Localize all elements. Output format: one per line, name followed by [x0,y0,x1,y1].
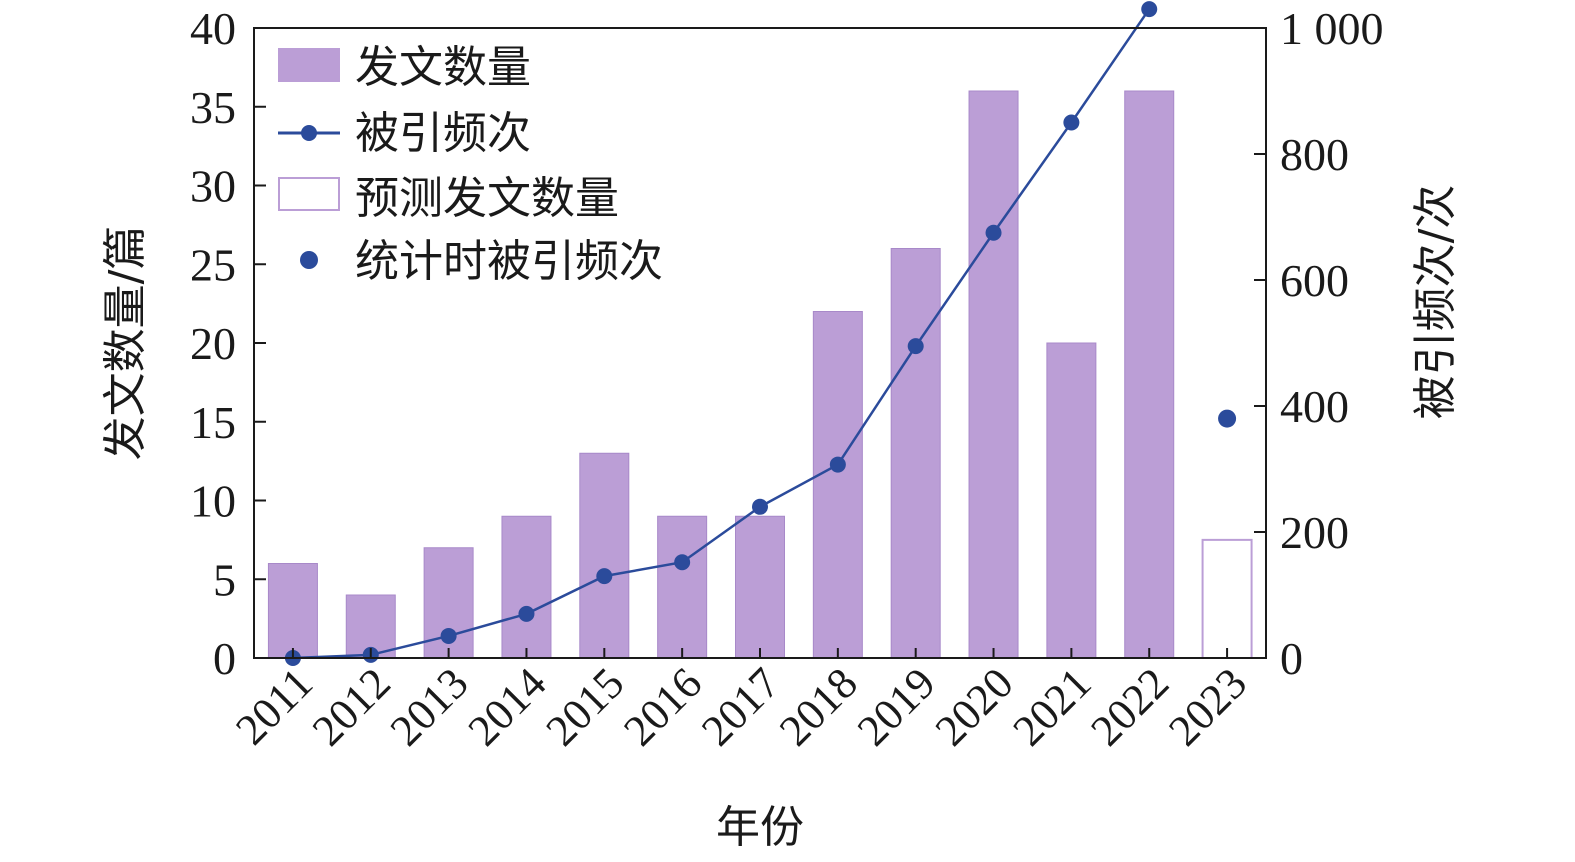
y2-tick-label: 1 000 [1280,3,1384,54]
x-axis-label: 年份 [716,802,804,853]
x-tick-label: 2021 [1004,658,1101,755]
x-tick-label: 2023 [1159,658,1256,755]
x-tick-label: 2017 [692,658,789,755]
bar-2022 [1124,90,1175,659]
citation-point-2020 [985,224,1002,241]
bar-2019 [890,248,941,659]
y-tick-label: 35 [190,82,236,133]
citation-line [292,8,1151,660]
legend: 发文数量 被引频次 预测发文数量 统计时被引频次 [278,42,663,287]
citation-point-2019 [907,338,924,355]
x-tick-label: 2022 [1081,658,1178,755]
legend-label-forecast: 预测发文数量 [355,173,619,224]
bars-layer [267,90,1175,659]
legend-swatch-point [300,251,318,269]
y2-tick-label: 0 [1280,633,1303,684]
bar-2014 [501,515,552,659]
citation-point-2021 [1063,114,1080,131]
y2-tick-label: 600 [1280,255,1349,306]
y-axis-label: 发文数量/篇 [100,226,151,461]
bar-2011 [267,563,318,659]
bar-2018 [812,311,863,659]
y2-tick-label: 400 [1280,381,1349,432]
x-tick-label: 2014 [459,658,556,755]
legend-swatch-forecast [278,177,340,211]
citation-point-2014 [518,605,535,622]
y-tick-label: 30 [190,161,236,212]
citation-point-2016 [674,554,691,571]
x-tick-label: 2012 [303,658,400,755]
legend-label-bar: 发文数量 [355,42,531,93]
y-tick-label: 10 [190,476,236,527]
y-tick-label: 40 [190,3,236,54]
citation-point-2015 [596,568,613,585]
forecast-bar-2023 [1201,538,1253,659]
x-tick-label: 2020 [926,658,1023,755]
left-axis-ticks: 0 5 10 15 20 25 30 35 40 [190,3,266,684]
bar-2016 [657,515,708,659]
legend-swatch-bar [278,48,340,82]
y2-tick-label: 800 [1280,129,1349,180]
legend-label-line: 被引频次 [355,108,531,159]
legend-label-point: 统计时被引频次 [355,236,663,287]
y-tick-label: 20 [190,318,236,369]
x-tick-label: 2016 [614,658,711,755]
bar-2017 [735,515,785,659]
y-tick-label: 15 [190,397,236,448]
x-axis-ticks: 2011201220132014201520162017201820192020… [226,648,1256,755]
citation-point-2017 [752,498,768,515]
forecast-layer [1201,538,1253,659]
right-axis-ticks: 0 200 400 600 800 1 000 [1254,3,1384,684]
citation-point-2018 [829,456,846,473]
y-tick-label: 5 [213,554,236,605]
bar-2015 [579,452,630,659]
bar-2021 [1046,342,1097,659]
y-tick-label: 0 [213,633,236,684]
y2-tick-label: 200 [1280,507,1349,558]
bar-2020 [968,90,1019,659]
citation-point-2022 [1141,1,1158,18]
x-tick-label: 2011 [226,658,322,754]
x-tick-label: 2018 [770,658,867,755]
y-tick-label: 25 [190,239,236,290]
y2-axis-label: 被引频次/次 [1410,185,1461,420]
x-tick-label: 2019 [848,658,945,755]
x-tick-label: 2013 [381,658,478,755]
x-tick-label: 2015 [537,658,634,755]
legend-swatch-line-marker [301,125,317,141]
stat-citation-point-2023 [1218,409,1237,428]
citation-point-2013 [440,627,457,644]
